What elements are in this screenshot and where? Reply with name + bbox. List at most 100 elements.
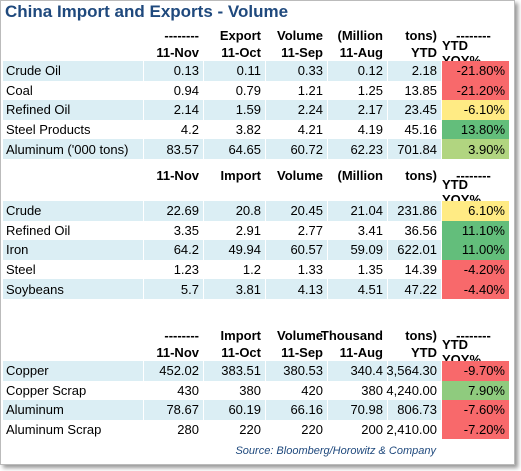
header-cell: YTD YOY% [441,337,509,367]
header-cell: tons) [387,326,441,344]
yoy-cell: 13.80% [441,119,509,140]
header-cell: tons) [387,27,441,44]
row-label: Copper Scrap [6,382,87,398]
data-row: Coal 0.94 0.79 1.21 1.25 13.85 -21.20% [3,80,509,101]
data-row: Aluminum 78.67 60.19 66.16 70.98 806.73 -7.60% [3,400,509,420]
header-cell: (Million [327,27,387,44]
frame: China Import and Exports - Volume ------… [0,0,515,465]
header-cell [3,344,143,361]
section: -------- Import Volume Thousand tons) -------… [3,326,509,440]
value-cell: 3.35 [143,220,203,241]
data-row: Refined Oil 2.14 1.59 2.24 2.17 23.45 -6.10% [3,100,509,120]
row-label: Aluminum ('000 tons) [6,141,129,157]
header-cell: Import [203,166,265,184]
value-cell: 78.67 [143,400,203,420]
yoy-cell: 11.00% [441,240,509,260]
data-row: Copper 452.02 383.51 380.53 340.4 3,564.30 -9.… [3,360,509,381]
value-cell: 21.04 [327,200,387,221]
value-cell: 60.72 [265,139,327,159]
value-cell: 4.19 [327,119,387,140]
value-cell: 622.01 [387,240,441,260]
value-cell: 0.11 [203,61,265,81]
header-cell: 11-Sep [265,343,327,361]
value-cell: 2,410.00 [386,419,441,440]
value-cell: 701.84 [387,139,441,159]
row-label: Soybeans [6,281,64,297]
value-cell: 2.17 [327,100,387,120]
row-label: Aluminum [6,402,64,418]
data-row: Aluminum Scrap 280 220 220 200 2,410.00 -7.20% [3,419,509,440]
header-cell: -------- [143,27,203,44]
value-cell: 1.23 [143,259,203,280]
value-cell: 66.16 [265,400,327,420]
header-cell: Import [203,326,265,344]
data-row: Crude 22.69 20.8 20.45 21.04 231.86 6.10% [3,200,509,221]
value-cell: 4,240.00 [386,380,441,401]
yoy-cell: -9.70% [441,360,509,381]
value-cell: 420 [265,380,327,401]
yoy-cell: -21.80% [441,61,509,81]
header-row: -------- Import Volume Thousand tons) -------… [3,326,509,344]
table: -------- Export Volume (Million tons) -------… [3,27,509,440]
value-cell: 452.02 [143,360,203,381]
value-cell: 13.85 [387,80,441,101]
row-label: Refined Oil [6,222,71,238]
value-cell: 1.33 [265,259,327,280]
header-cell [3,167,143,184]
value-cell: 1.21 [265,80,327,101]
value-cell: 14.39 [387,259,441,280]
row-label: Iron [6,242,29,258]
value-cell: 383.51 [203,360,265,381]
value-cell: 20.8 [203,200,265,221]
value-cell: 380 [327,380,387,401]
header-cell: -------- [441,326,509,344]
data-row: Iron 64.2 49.94 60.57 59.09 622.01 11.00% [3,240,509,260]
header-cell: YTD [387,343,441,361]
value-cell: 45.16 [387,119,441,140]
value-cell: 220 [265,419,327,440]
value-cell: 2.24 [265,100,327,120]
header-cell [3,27,143,44]
yoy-cell: 7.90% [441,380,509,401]
value-cell: 430 [143,380,203,401]
header-cell: YTD YOY% [441,38,509,68]
yoy-cell: 3.90% [441,139,509,159]
value-cell: 380.53 [265,360,327,381]
value-cell: 4.21 [265,119,327,140]
value-cell: 231.86 [387,200,441,221]
value-cell: 4.13 [265,279,327,299]
value-cell: 0.33 [265,61,327,81]
value-cell: 2.18 [387,61,441,81]
value-cell: 49.94 [203,240,265,260]
header-cell: -------- [441,27,509,44]
value-cell: 2.14 [143,100,203,120]
header-cell: tons) [387,166,441,184]
data-row: Refined Oil 3.35 2.91 2.77 3.41 36.56 11.10% [3,220,509,241]
yoy-cell: -6.10% [441,100,509,120]
row-label: Crude Oil [6,63,61,79]
header-cell: Volume [265,166,327,184]
header-cell: Volume [265,27,327,44]
header-cell [3,327,143,344]
value-cell: 3,564.30 [386,360,441,381]
value-cell: 0.13 [143,61,203,81]
header-cell: 11-Aug [327,44,387,61]
value-cell: 4.2 [143,119,203,140]
row-label: Aluminum Scrap [6,422,102,438]
header-cell [265,183,327,201]
value-cell: 64.2 [143,240,203,260]
value-cell: 62.23 [327,139,387,159]
value-cell: 4.51 [327,279,387,299]
header-cell: 11-Oct [203,343,265,361]
yoy-cell: -7.60% [441,400,509,420]
value-cell: 23.45 [387,100,441,120]
value-cell: 3.41 [327,220,387,241]
header-cell: -------- [143,326,203,344]
data-row: Aluminum ('000 tons) 83.57 64.65 60.72 62.23… [3,139,509,159]
data-row: Steel 1.23 1.2 1.33 1.35 14.39 -4.20% [3,259,509,280]
value-cell: 22.69 [143,200,203,221]
header-row: 11-Nov 11-Oct 11-Sep 11-Aug YTD YTD YOY% [3,38,509,68]
data-row: Crude Oil 0.13 0.11 0.33 0.12 2.18 -21.80% [3,61,509,81]
header-cell [203,183,265,201]
